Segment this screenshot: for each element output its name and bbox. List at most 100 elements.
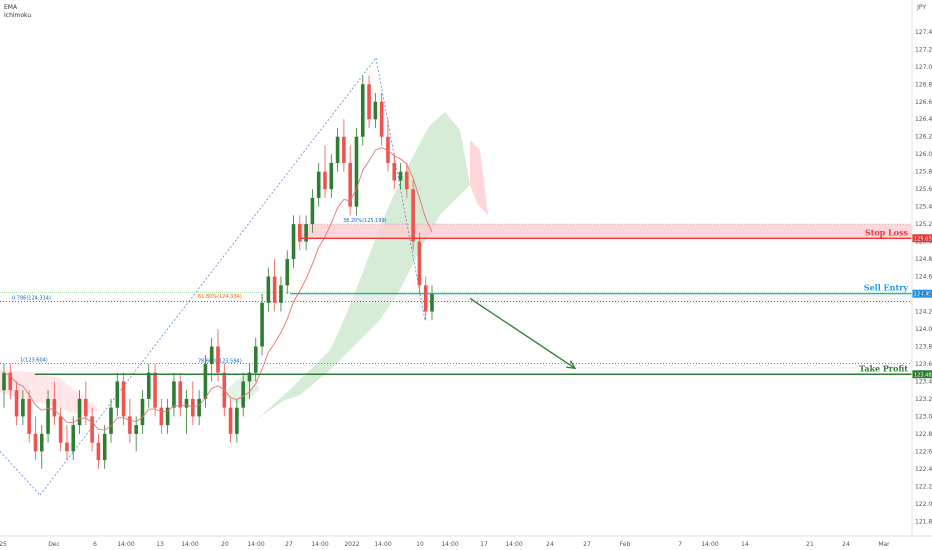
price-tick: 127.400 [915,29,932,36]
candle-body [298,224,302,242]
time-tick: Feb [620,541,631,548]
time-tick: 27 [583,541,591,548]
time-tick: 24 [842,541,850,548]
price-tick: 122.600 [915,448,932,455]
projection-arrow [469,297,577,370]
candle-body [140,398,145,426]
fib-label: 61.80%(124.334) [198,294,242,300]
price-tick: 127.000 [915,64,932,71]
candle-body [291,224,296,260]
time-tick: 14:00 [505,541,522,548]
candle-body [216,346,220,373]
candle-body [360,84,365,137]
candle-body [209,346,214,364]
candle-body [165,407,170,426]
candle-body [77,398,82,426]
time-tick: 24 [546,541,554,548]
price-tick: 125.800 [915,169,932,176]
candle-body [367,84,371,120]
candle-body [96,442,101,461]
trend-line [0,451,41,496]
time-tick: 2022 [344,541,359,548]
candle-body [253,346,258,373]
candle-body [279,285,283,303]
price-tick: 125.000 [915,239,932,246]
price-tick: 125.600 [915,186,932,193]
price-tick: 124.000 [915,326,932,333]
candle-body [235,407,239,434]
time-tick: 14:00 [247,541,264,548]
candle-body [21,398,25,417]
price-tick: 126.600 [915,99,932,106]
time-tick: 14 [741,541,749,548]
candle-body [272,276,277,303]
candle-body [247,372,252,382]
candle-body [423,285,428,312]
candle-body [121,381,126,417]
time-tick: 17 [480,541,488,548]
candle-body [2,372,6,391]
candle-body [354,136,359,207]
candle-body [191,398,195,417]
candle-body [84,398,88,417]
price-tag [912,289,932,298]
candle-body [304,224,308,242]
time-tick: 25 [0,541,7,548]
price-tag-text: 125.038 [914,236,932,242]
candle-body [285,259,290,286]
candle-body [348,162,352,207]
stop-loss-zone [300,224,912,239]
candle-body [260,302,264,347]
price-tag-text: 123.482 [914,372,932,378]
candle-body [8,372,13,391]
price-tag [912,370,932,379]
candle-body [373,101,378,120]
price-tick: 122.000 [915,501,932,508]
candle-body [379,101,384,137]
candle-body [153,372,157,408]
price-tick: 124.800 [915,256,932,263]
price-tick: 126.000 [915,151,932,158]
price-tick: 123.000 [915,413,932,420]
time-axis[interactable]: 25 Dec 6 14:00 13 14:00 20 14:00 27 14:00 2022 14:0… [0,535,932,548]
arrow-head [565,360,577,370]
candle-body [323,171,327,190]
price-tick: 122.800 [915,431,932,438]
price-tick: 123.400 [915,378,932,385]
candle-body [316,171,321,198]
candle-body [335,136,340,163]
cloud-red [470,140,488,215]
candle-body [71,425,76,452]
candle-body [203,363,208,399]
time-tick: 20 [221,541,229,548]
price-tick: 122.200 [915,483,932,490]
price-tick: 123.200 [915,396,932,403]
ema-line [3,147,433,431]
price-tick: 127.200 [915,46,932,53]
candle-body [228,407,233,434]
candle-body [102,433,107,461]
candle-body [27,398,31,434]
price-tick: 123.600 [915,361,932,368]
fib-label: 78.60%(123.594) [198,358,242,364]
candle-body [411,189,415,242]
candle-body [65,442,69,452]
price-tick: 126.800 [915,81,932,88]
candle-body [392,162,397,181]
time-tick: Dec [48,541,60,548]
price-tick: 124.600 [915,274,932,281]
arrow-shaft [469,297,576,369]
price-axis[interactable]: 121.800 122.000 122.200 122.400 122.600 122.8… [911,0,932,536]
price-tick: 122.400 [915,466,932,473]
time-tick: 7 [678,541,682,548]
level-name: Stop Loss [865,227,909,237]
time-tick: 21 [806,541,814,548]
candle-body [329,162,334,190]
candle-body [398,171,403,181]
indicator-legend: EMA Ichimoku [4,4,31,19]
candle-body [134,425,138,434]
level-name: Sell Entry [864,283,909,293]
entry-zone [290,293,912,303]
candle-body [109,407,113,434]
